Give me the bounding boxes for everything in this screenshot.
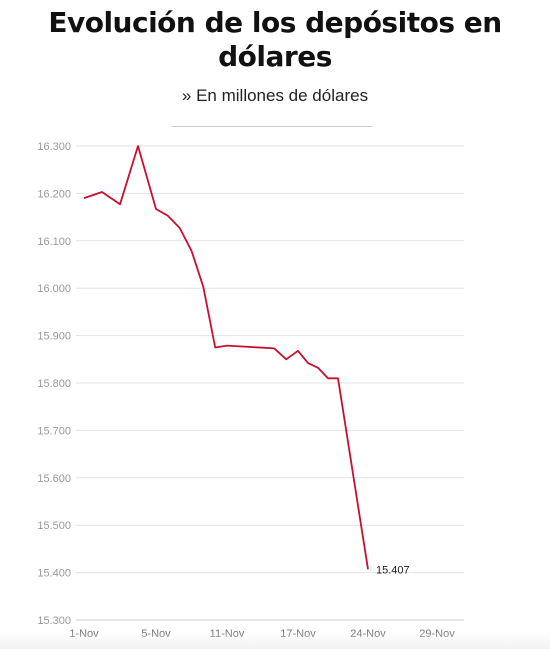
y-tick-label: 15.400 (37, 568, 71, 580)
y-tick-label: 15.500 (37, 520, 71, 532)
y-tick-label: 15.700 (37, 425, 71, 437)
series-group (83, 145, 369, 570)
y-tick-label: 16.300 (37, 141, 71, 153)
y-tick-label: 15.600 (37, 473, 71, 485)
y-tick-label: 16.200 (37, 188, 71, 200)
grid-lines (76, 145, 464, 621)
title-divider (172, 126, 372, 127)
bottom-fade (0, 632, 550, 649)
y-tick-label: 16.000 (37, 283, 71, 295)
chart-subtitle: » En millones de dólares (181, 86, 369, 105)
end-value-label: 15.407 (376, 564, 410, 576)
y-tick-label: 15.800 (37, 378, 71, 390)
y-axis-ticks: 15.300 15.400 15.500 15.600 15.700 15.800 15.9… (37, 141, 71, 627)
y-tick-label: 15.900 (37, 331, 71, 343)
chart-title: Evolución de los depósitos en dólares (48, 6, 502, 73)
y-tick-label: 15.300 (37, 615, 71, 627)
y-tick-label: 16.100 (37, 236, 71, 248)
series-line (83, 145, 369, 570)
